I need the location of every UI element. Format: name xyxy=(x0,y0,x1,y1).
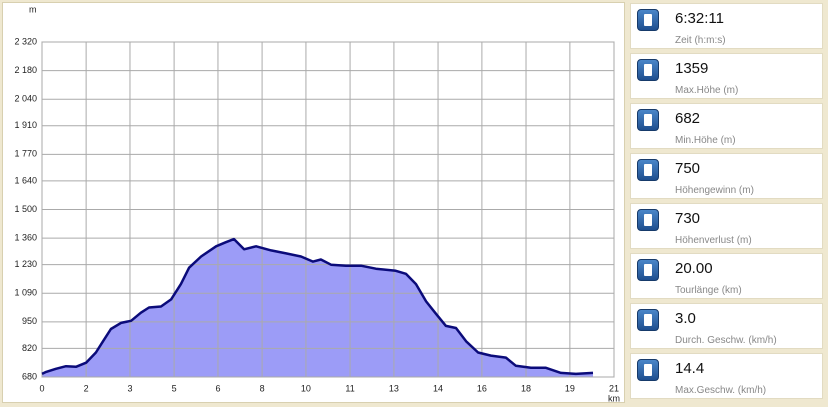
y-tick-label: 1 770 xyxy=(14,149,37,159)
stat-label: Höhenverlust (m) xyxy=(675,235,752,246)
x-tick-label: 16 xyxy=(477,383,487,393)
y-tick-label: 1 500 xyxy=(14,204,37,214)
elevation-line xyxy=(41,237,594,376)
x-tick-label: 18 xyxy=(521,383,531,393)
y-tick-label: 950 xyxy=(22,316,37,326)
stat-label: Höhengewinn (m) xyxy=(675,185,754,196)
y-tick-label: 1 090 xyxy=(14,288,37,298)
x-tick-label: 5 xyxy=(172,383,177,393)
stat-label: Zeit (h:m:s) xyxy=(675,35,726,46)
stat-card: 6:32:11 Zeit (h:m:s) xyxy=(630,3,823,49)
stat-value: 3.0 xyxy=(675,310,696,327)
stat-value: 20.00 xyxy=(675,260,713,277)
stat-card: 3.0 Durch. Geschw. (km/h) xyxy=(630,303,823,349)
area-fill xyxy=(42,239,593,377)
stat-icon xyxy=(637,309,659,331)
stat-card: 20.00 Tourlänge (km) xyxy=(630,253,823,299)
stat-icon xyxy=(637,209,659,231)
x-tick-label: 10 xyxy=(301,383,311,393)
y-tick-label: 2 040 xyxy=(14,94,37,104)
y-tick-label: 1 360 xyxy=(14,232,37,242)
x-tick-label: 11 xyxy=(345,383,354,393)
y-tick-label: 1 640 xyxy=(14,175,37,185)
chart-panel: m km 680 820 950 1 090 1 230 1 360 1 500 1 640 1… xyxy=(2,2,625,403)
y-tick-label: 2 320 xyxy=(14,36,37,46)
y-tick-label: 680 xyxy=(22,371,37,381)
stat-label: Max.Geschw. (km/h) xyxy=(675,385,767,396)
x-tick-label: 2 xyxy=(84,383,89,393)
x-tick-label: 3 xyxy=(127,383,132,393)
y-tick-label: 2 180 xyxy=(14,65,37,75)
y-tick-label: 1 910 xyxy=(14,120,37,130)
stat-icon xyxy=(637,109,659,131)
stat-label: Max.Höhe (m) xyxy=(675,85,739,96)
stat-icon xyxy=(637,259,659,281)
stat-label: Min.Höhe (m) xyxy=(675,135,736,146)
stat-value: 1359 xyxy=(675,60,709,77)
stat-value: 6:32:11 xyxy=(675,10,724,27)
stat-icon xyxy=(637,359,659,381)
stat-card: 682 Min.Höhe (m) xyxy=(630,103,823,149)
stat-card: 1359 Max.Höhe (m) xyxy=(630,53,823,99)
x-tick-label: 21 xyxy=(609,383,619,393)
stat-label: Durch. Geschw. (km/h) xyxy=(675,335,777,346)
x-tick-label: 14 xyxy=(433,383,443,393)
x-tick-label: 6 xyxy=(215,383,220,393)
stats-panel: 6:32:11 Zeit (h:m:s) 1359 Max.Höhe (m) 682 Mi… xyxy=(630,3,823,403)
stat-icon xyxy=(637,9,659,31)
x-axis-label: km xyxy=(608,393,620,402)
x-tick-label: 13 xyxy=(389,383,399,393)
x-tick-label: 0 xyxy=(39,383,44,393)
stat-card: 14.4 Max.Geschw. (km/h) xyxy=(630,353,823,399)
stat-card: 730 Höhenverlust (m) xyxy=(630,203,823,249)
stat-value: 730 xyxy=(675,210,701,227)
stat-icon xyxy=(637,159,659,181)
x-tick-label: 19 xyxy=(565,383,575,393)
x-tick-label: 8 xyxy=(260,383,265,393)
y-axis-label: m xyxy=(29,4,37,14)
y-tick-label: 820 xyxy=(22,343,37,353)
stat-value: 682 xyxy=(675,110,701,127)
stat-icon xyxy=(637,59,659,81)
stat-value: 750 xyxy=(675,160,701,177)
stat-value: 14.4 xyxy=(675,360,705,377)
stat-label: Tourlänge (km) xyxy=(675,285,742,296)
y-tick-label: 1 230 xyxy=(14,259,37,269)
stat-card: 750 Höhengewinn (m) xyxy=(630,153,823,199)
